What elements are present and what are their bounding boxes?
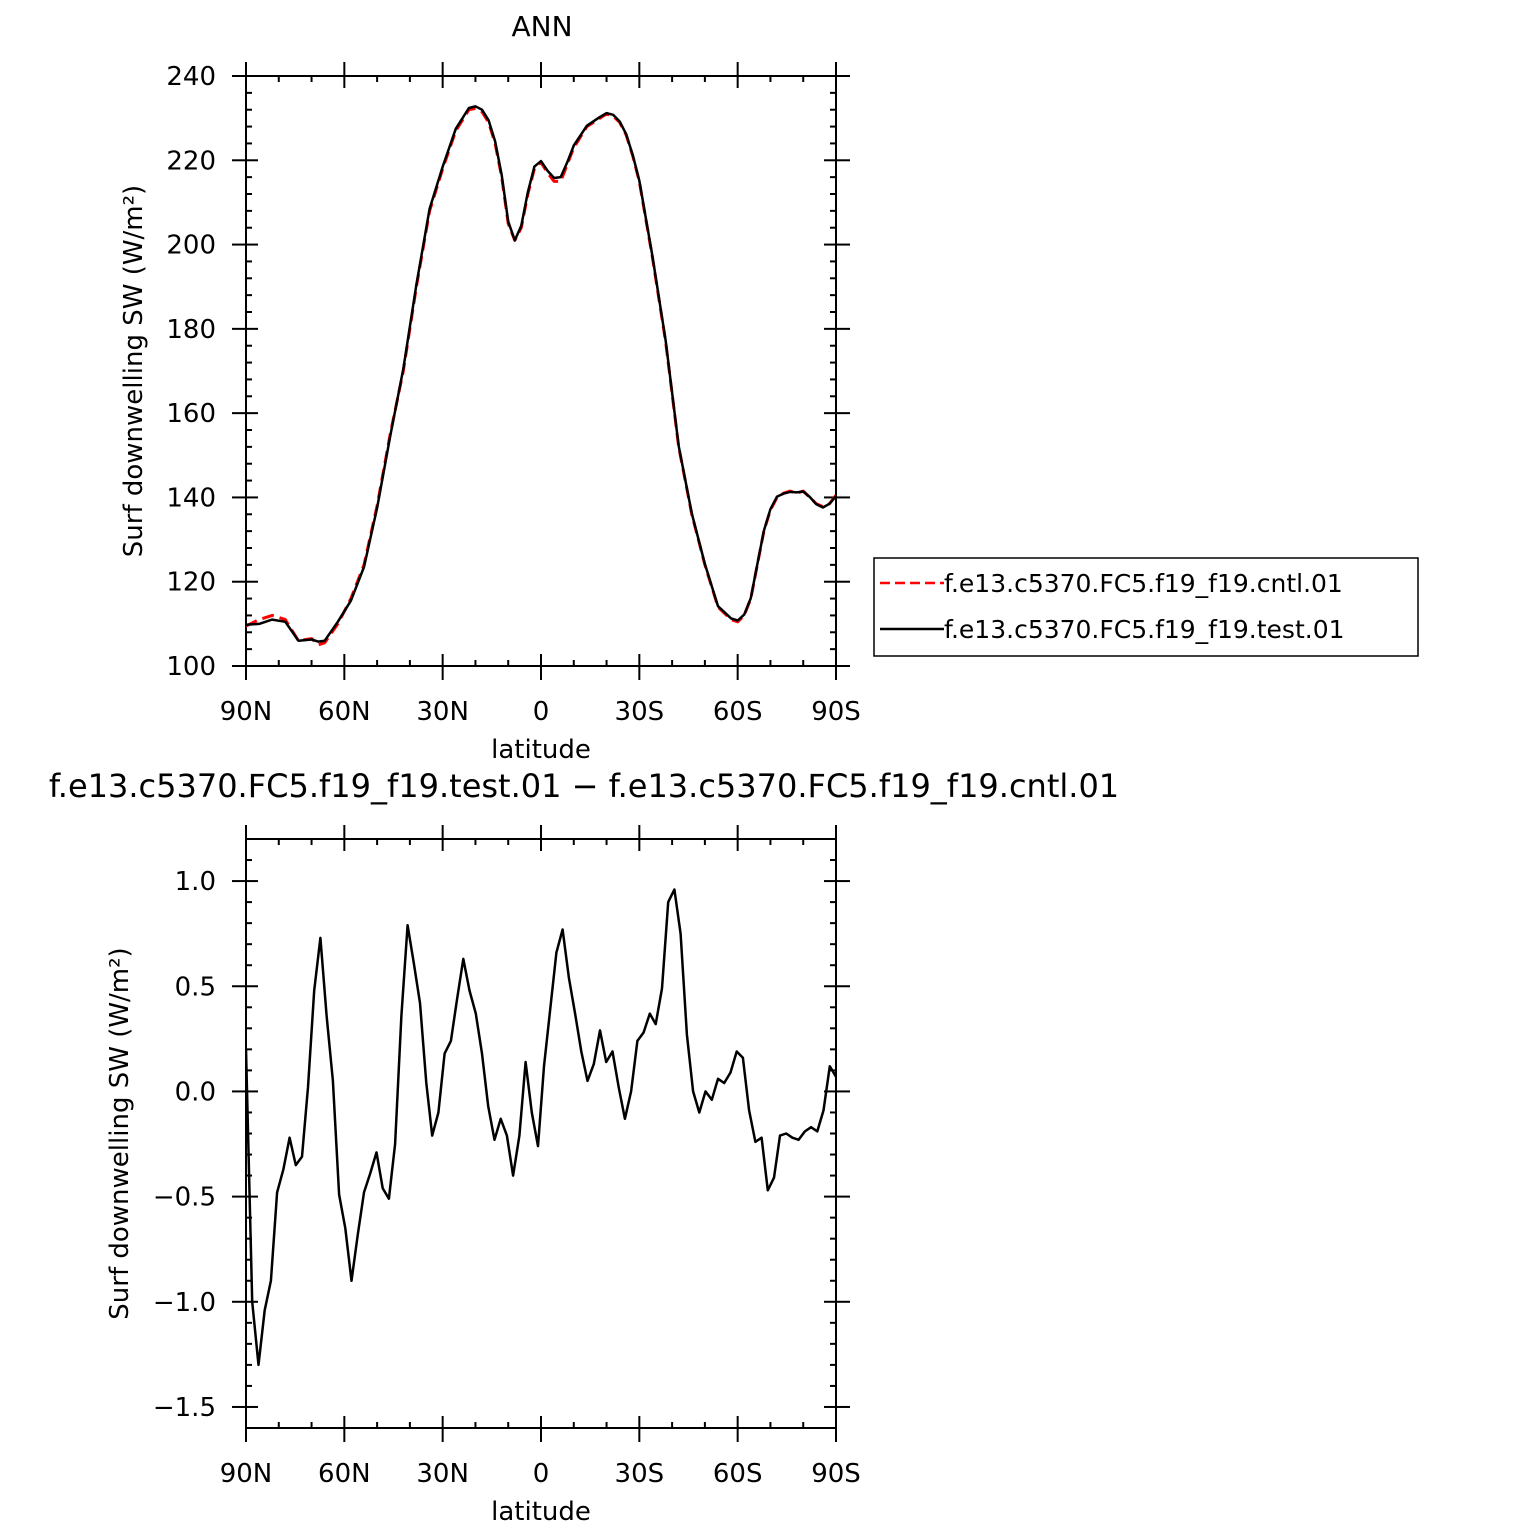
panel-top: 90N 60N 30N 0 30S 60S 90S 100 120 140 160 180 200 220… <box>119 10 1419 765</box>
x-tick-label: 90N <box>220 697 273 727</box>
y-tick-label: 0.0 <box>175 1077 216 1107</box>
y-tick-label: −1.0 <box>153 1288 216 1318</box>
y-axis-label: Surf downwelling SW (W/m²) <box>119 185 149 557</box>
x-tick-label: 60N <box>318 697 371 727</box>
x-tick-label: 0 <box>533 1459 550 1489</box>
legend-label: f.e13.c5370.FC5.f19_f19.test.01 <box>944 615 1345 644</box>
x-tick-label: 60S <box>713 697 763 727</box>
chart-title: f.e13.c5370.FC5.f19_f19.test.01 − f.e13.… <box>49 767 1119 805</box>
legend-box <box>873 557 1419 657</box>
legend-label: f.e13.c5370.FC5.f19_f19.cntl.01 <box>944 569 1343 598</box>
x-tick-label: 30S <box>615 1459 665 1489</box>
chart-title: ANN <box>511 10 572 43</box>
y-tick-label: −0.5 <box>153 1183 216 1213</box>
x-tick-label: 90S <box>811 1459 861 1489</box>
x-tick-label: 60N <box>318 1459 371 1489</box>
x-tick-label: 30N <box>416 697 469 727</box>
y-tick-label: 120 <box>166 568 216 598</box>
y-tick-label: 200 <box>166 231 216 261</box>
y-tick-label: 220 <box>166 146 216 176</box>
x-tick-label: 90S <box>811 697 861 727</box>
y-tick-label: 0.5 <box>175 972 216 1002</box>
x-tick-label: 0 <box>533 697 550 727</box>
y-tick-label: −1.5 <box>153 1393 216 1423</box>
y-axis-label: Surf downwelling SW (W/m²) <box>105 947 135 1319</box>
x-tick-label: 30N <box>416 1459 469 1489</box>
panel-bottom: 90N 60N 30N 0 30S 60S 90S −1.5 −1.0 −0.5 0.0 0.5 1.0… <box>49 767 1119 1527</box>
y-tick-label: 240 <box>166 62 216 92</box>
y-tick-label: 140 <box>166 483 216 513</box>
series-line-1 <box>246 105 836 643</box>
series-line-0 <box>246 888 836 1367</box>
y-tick-label: 1.0 <box>175 867 216 897</box>
y-tick-label: 100 <box>166 652 216 682</box>
plot-frame <box>245 838 837 1429</box>
x-axis-label: latitude <box>491 1497 591 1527</box>
x-tick-label: 30S <box>615 697 665 727</box>
x-tick-label: 60S <box>713 1459 763 1489</box>
series-line-0 <box>246 106 836 647</box>
x-tick-label: 90N <box>220 1459 273 1489</box>
y-tick-label: 160 <box>166 399 216 429</box>
y-tick-label: 180 <box>166 315 216 345</box>
x-axis-label: latitude <box>491 735 591 765</box>
